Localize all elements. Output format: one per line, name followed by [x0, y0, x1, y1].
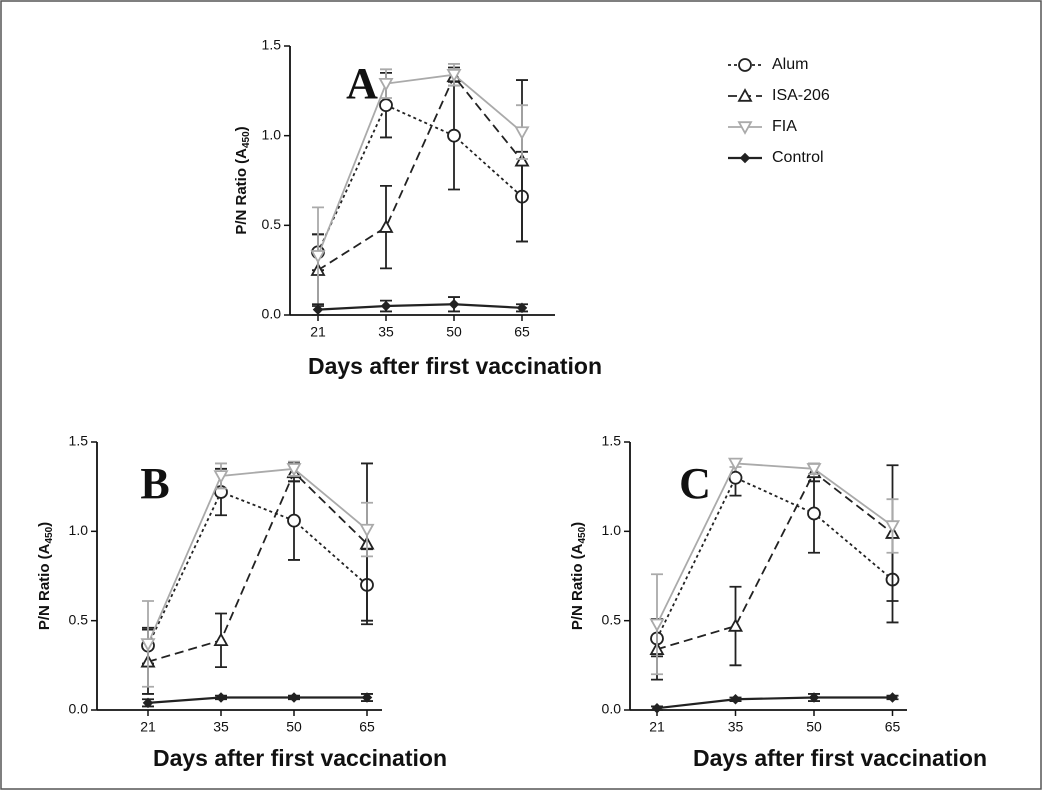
- y-axis-label-part: 450: [44, 526, 55, 543]
- y-tick-label: 1.5: [69, 433, 89, 449]
- marker: [727, 618, 744, 632]
- y-axis-label: P/N Ratio (A450): [569, 522, 588, 630]
- series-line: [147, 696, 367, 704]
- x-axis-label: Days after first vaccination: [153, 745, 447, 771]
- marker: [514, 152, 530, 167]
- marker: [516, 302, 528, 314]
- series-line: [656, 476, 894, 639]
- x-tick-label: 50: [286, 719, 302, 735]
- marker: [727, 457, 744, 472]
- panel-label: B: [140, 459, 169, 508]
- y-tick-label: 0.0: [602, 701, 622, 717]
- y-axis-label-part: P/N Ratio (A: [233, 148, 250, 235]
- series-line: [317, 74, 523, 271]
- series-line: [656, 696, 893, 710]
- x-tick-label: 65: [885, 719, 901, 735]
- y-axis-label-part: ): [36, 522, 53, 527]
- marker: [887, 692, 898, 703]
- y-tick-label: 1.0: [262, 126, 282, 142]
- series-line: [317, 303, 523, 311]
- marker: [310, 250, 326, 264]
- y-axis-label: P/N Ratio (A450): [36, 522, 55, 630]
- x-tick-label: 35: [213, 719, 229, 735]
- marker: [649, 618, 665, 633]
- series-line: [147, 470, 368, 663]
- x-tick-label: 65: [514, 324, 530, 340]
- series-line: [317, 73, 523, 257]
- marker: [287, 513, 301, 528]
- marker: [213, 632, 229, 647]
- y-tick-label: 0.0: [262, 306, 282, 322]
- chart: 0.0 0.5 1.0 1.5 21 35 50 65 Days after first vac…: [233, 37, 830, 379]
- x-axis-label: Days after first vaccination: [693, 745, 987, 771]
- marker: [739, 152, 751, 164]
- marker: [378, 77, 394, 92]
- marker: [379, 98, 393, 113]
- y-tick-label: 0.5: [262, 216, 282, 232]
- chart: 0.0 0.5 1.0 1.5 21 35 50 65 Days after first vac…: [569, 433, 987, 771]
- y-axis-label-part: P/N Ratio (A: [36, 543, 53, 630]
- legend-label: ISA-206: [772, 87, 830, 104]
- marker: [514, 126, 530, 140]
- marker: [448, 298, 460, 310]
- marker: [806, 463, 822, 477]
- x-axis-label: Days after first vaccination: [308, 353, 602, 379]
- series-line: [147, 467, 368, 645]
- legend-label: Control: [772, 149, 824, 166]
- panel-label: C: [679, 459, 711, 508]
- marker: [380, 300, 392, 312]
- marker: [884, 520, 901, 534]
- y-tick-label: 0.5: [602, 611, 622, 627]
- marker: [378, 219, 394, 233]
- series-line: [656, 470, 894, 651]
- x-tick-label: 35: [728, 719, 744, 735]
- marker: [738, 58, 752, 72]
- marker: [213, 470, 229, 484]
- x-tick-label: 21: [310, 324, 326, 340]
- marker: [447, 128, 461, 143]
- y-axis-label-part: ): [569, 522, 586, 527]
- y-tick-label: 1.0: [602, 522, 622, 538]
- marker: [737, 121, 753, 135]
- y-tick-label: 0.0: [69, 701, 89, 717]
- series-line: [317, 103, 523, 253]
- marker: [288, 692, 300, 703]
- x-tick-label: 35: [378, 324, 394, 340]
- x-tick-label: 21: [140, 719, 156, 735]
- legend-label: FIA: [772, 118, 797, 135]
- marker: [215, 692, 227, 703]
- y-tick-label: 1.5: [602, 433, 622, 449]
- marker: [140, 638, 156, 652]
- marker: [730, 694, 741, 705]
- panel-label: A: [346, 59, 378, 108]
- marker: [312, 304, 324, 315]
- marker: [446, 68, 462, 83]
- y-axis-label-part: 450: [577, 526, 588, 543]
- x-tick-label: 21: [649, 719, 665, 735]
- marker: [808, 692, 820, 703]
- y-axis-label-part: ): [233, 126, 250, 131]
- series-line: [147, 490, 368, 647]
- y-axis-label-part: P/N Ratio (A: [569, 543, 586, 630]
- y-tick-label: 0.5: [69, 611, 89, 627]
- y-tick-label: 1.5: [262, 37, 282, 53]
- chart: 0.0 0.5 1.0 1.5 21 35 50 65 Days after first vac…: [36, 433, 447, 771]
- y-axis-label: P/N Ratio (A450): [233, 126, 252, 234]
- y-tick-label: 1.0: [69, 522, 89, 538]
- marker: [807, 506, 821, 521]
- marker: [359, 523, 375, 538]
- series-line: [656, 462, 894, 625]
- legend-label: Alum: [772, 56, 808, 73]
- marker: [286, 463, 302, 477]
- marker: [361, 692, 373, 703]
- marker: [142, 697, 154, 709]
- y-axis-label-part: 450: [241, 131, 252, 148]
- x-tick-label: 50: [446, 324, 462, 340]
- x-tick-label: 50: [806, 719, 822, 735]
- marker: [737, 88, 753, 102]
- x-tick-label: 65: [359, 719, 375, 735]
- marker: [651, 702, 663, 714]
